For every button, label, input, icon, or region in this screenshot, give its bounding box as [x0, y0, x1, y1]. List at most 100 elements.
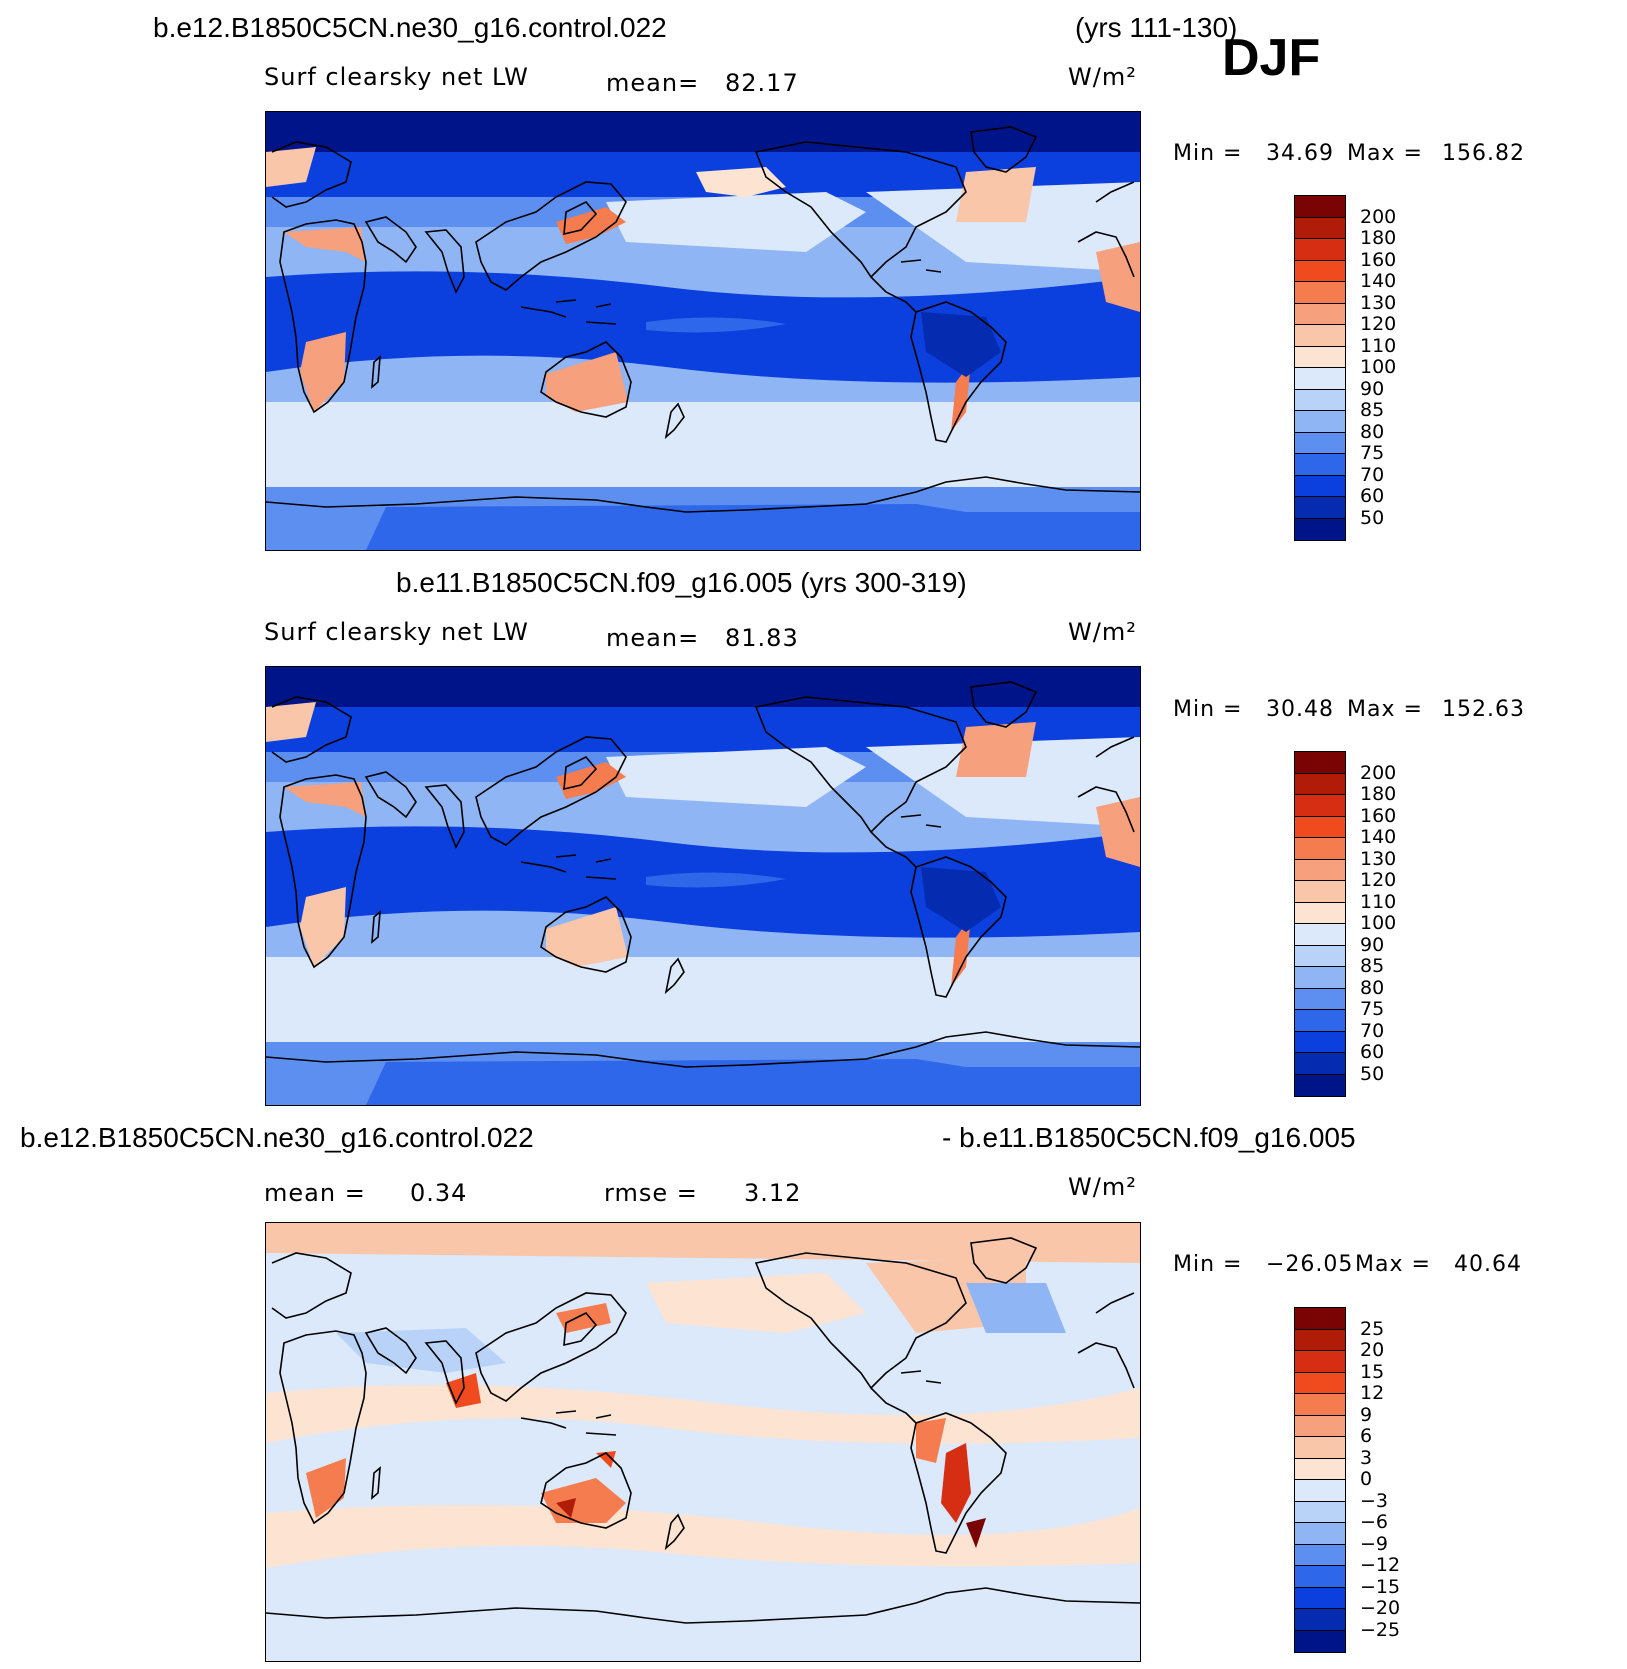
panel1-variable: Surf clearsky net LW [264, 63, 529, 91]
panel1-mean-value: 82.17 [725, 69, 799, 97]
colorbar-level-label: 80 [1360, 420, 1385, 443]
colorbar-segment [1295, 303, 1345, 325]
panel2-mean-value: 81.83 [725, 624, 799, 652]
colorbar-segment [1295, 1437, 1345, 1459]
colorbar-level-label: 6 [1360, 1425, 1373, 1447]
colorbar-segment [1295, 518, 1345, 540]
colorbar-segment [1295, 432, 1345, 454]
colorbar-segment [1295, 282, 1345, 304]
colorbar-segment [1295, 752, 1345, 774]
colorbar-segment [1295, 902, 1345, 924]
panel3-case-title-left: b.e12.B1850C5CN.ne30_g16.control.022 [20, 1122, 534, 1153]
colorbar-segment [1295, 389, 1345, 411]
colorbar-level-label: 3 [1360, 1446, 1373, 1469]
colorbar-level-label: −9 [1360, 1532, 1389, 1555]
colorbar-level-label: −20 [1360, 1597, 1401, 1619]
colorbar-segment [1295, 1053, 1345, 1075]
colorbar-level-label: 75 [1360, 442, 1385, 464]
colorbar-segment [1295, 1031, 1345, 1053]
colorbar-level-label: 110 [1360, 890, 1397, 913]
colorbar-segment [1295, 1010, 1345, 1032]
colorbar-level-label: 140 [1360, 270, 1397, 292]
panel3-mean-value: 0.34 [410, 1179, 468, 1207]
panel2-variable: Surf clearsky net LW [264, 618, 529, 646]
colorbar-level-label: −3 [1360, 1489, 1389, 1512]
panel1-min-label: Min = [1173, 141, 1243, 166]
colorbar-segment [1295, 988, 1345, 1010]
colorbar-segment [1295, 1372, 1345, 1394]
panel1-units: W/m² [1068, 63, 1137, 91]
colorbar-segment [1295, 795, 1345, 817]
colorbar-level-label: −6 [1360, 1511, 1389, 1533]
panel3-colorbar [1294, 1307, 1346, 1653]
panel1-years: (yrs 111-130) [1075, 12, 1238, 43]
panel3-case-title-right: - b.e11.B1850C5CN.f09_g16.005 [942, 1122, 1356, 1153]
colorbar-segment [1295, 967, 1345, 989]
colorbar-level-label: 100 [1360, 356, 1397, 378]
colorbar-level-label: 85 [1360, 955, 1385, 977]
colorbar-segment [1295, 454, 1345, 476]
colorbar-segment [1295, 1308, 1345, 1330]
colorbar-segment [1295, 838, 1345, 860]
colorbar-segment [1295, 1074, 1345, 1096]
colorbar-level-label: 120 [1360, 869, 1397, 891]
panel2-units: W/m² [1068, 618, 1137, 646]
colorbar-level-label: 120 [1360, 313, 1397, 335]
colorbar-segment [1295, 475, 1345, 497]
colorbar-level-label: 60 [1360, 485, 1385, 507]
panel3-units: W/m² [1068, 1173, 1137, 1201]
colorbar-level-label: 100 [1360, 912, 1397, 934]
panel2-colorbar [1294, 751, 1346, 1097]
colorbar-segment [1295, 1415, 1345, 1437]
colorbar-level-label: 180 [1360, 227, 1397, 249]
panel3-min-label: Min = [1173, 1252, 1243, 1277]
panel1-min-value: 34.69 [1266, 141, 1334, 166]
colorbar-segment [1295, 1630, 1345, 1652]
colorbar-level-label: −25 [1360, 1618, 1401, 1641]
panel3-min-value: −26.05 [1266, 1252, 1354, 1277]
colorbar-segment [1295, 816, 1345, 838]
colorbar-segment [1295, 945, 1345, 967]
colorbar-level-label: 130 [1360, 291, 1397, 314]
colorbar-level-label: −12 [1360, 1554, 1401, 1576]
colorbar-segment [1295, 497, 1345, 519]
panel1-max-label: Max = [1347, 141, 1423, 166]
colorbar-level-label: 25 [1360, 1317, 1385, 1340]
panel2-min-value: 30.48 [1266, 697, 1334, 722]
colorbar-level-label: 0 [1360, 1468, 1373, 1490]
panel2-mean-label: mean= [606, 624, 700, 652]
colorbar-segment [1295, 881, 1345, 903]
panel1-case-title: b.e12.B1850C5CN.ne30_g16.control.022 [153, 12, 667, 43]
panel1-max-value: 156.82 [1442, 141, 1525, 166]
colorbar-segment [1295, 239, 1345, 261]
colorbar-segment [1295, 325, 1345, 347]
panel1-colorbar [1294, 195, 1346, 541]
season-label: DJF [1222, 29, 1321, 87]
panel3-rmse-label: rmse = [604, 1179, 698, 1207]
colorbar-level-label: 130 [1360, 847, 1397, 870]
colorbar-level-label: 50 [1360, 506, 1385, 529]
panel3-max-label: Max = [1355, 1252, 1431, 1277]
panel1-map [265, 111, 1141, 551]
colorbar-level-label: 160 [1360, 804, 1397, 827]
colorbar-segment [1295, 1587, 1345, 1609]
colorbar-level-label: 200 [1360, 761, 1397, 784]
colorbar-segment [1295, 1329, 1345, 1351]
panel3-map [265, 1222, 1141, 1662]
colorbar-segment [1295, 924, 1345, 946]
colorbar-segment [1295, 1523, 1345, 1545]
panel2-min-label: Min = [1173, 697, 1243, 722]
colorbar-segment [1295, 1501, 1345, 1523]
colorbar-segment [1295, 1544, 1345, 1566]
panel2-case-title: b.e11.B1850C5CN.f09_g16.005 (yrs 300-319… [396, 567, 967, 598]
colorbar-segment [1295, 859, 1345, 881]
colorbar-level-label: 70 [1360, 463, 1385, 486]
colorbar-level-label: 160 [1360, 248, 1397, 271]
colorbar-level-label: 110 [1360, 334, 1397, 357]
panel2-max-value: 152.63 [1442, 697, 1525, 722]
colorbar-segment [1295, 1458, 1345, 1480]
colorbar-segment [1295, 368, 1345, 390]
colorbar-level-label: 90 [1360, 933, 1385, 956]
colorbar-level-label: 200 [1360, 205, 1397, 228]
panel3-rmse-value: 3.12 [744, 1179, 802, 1207]
